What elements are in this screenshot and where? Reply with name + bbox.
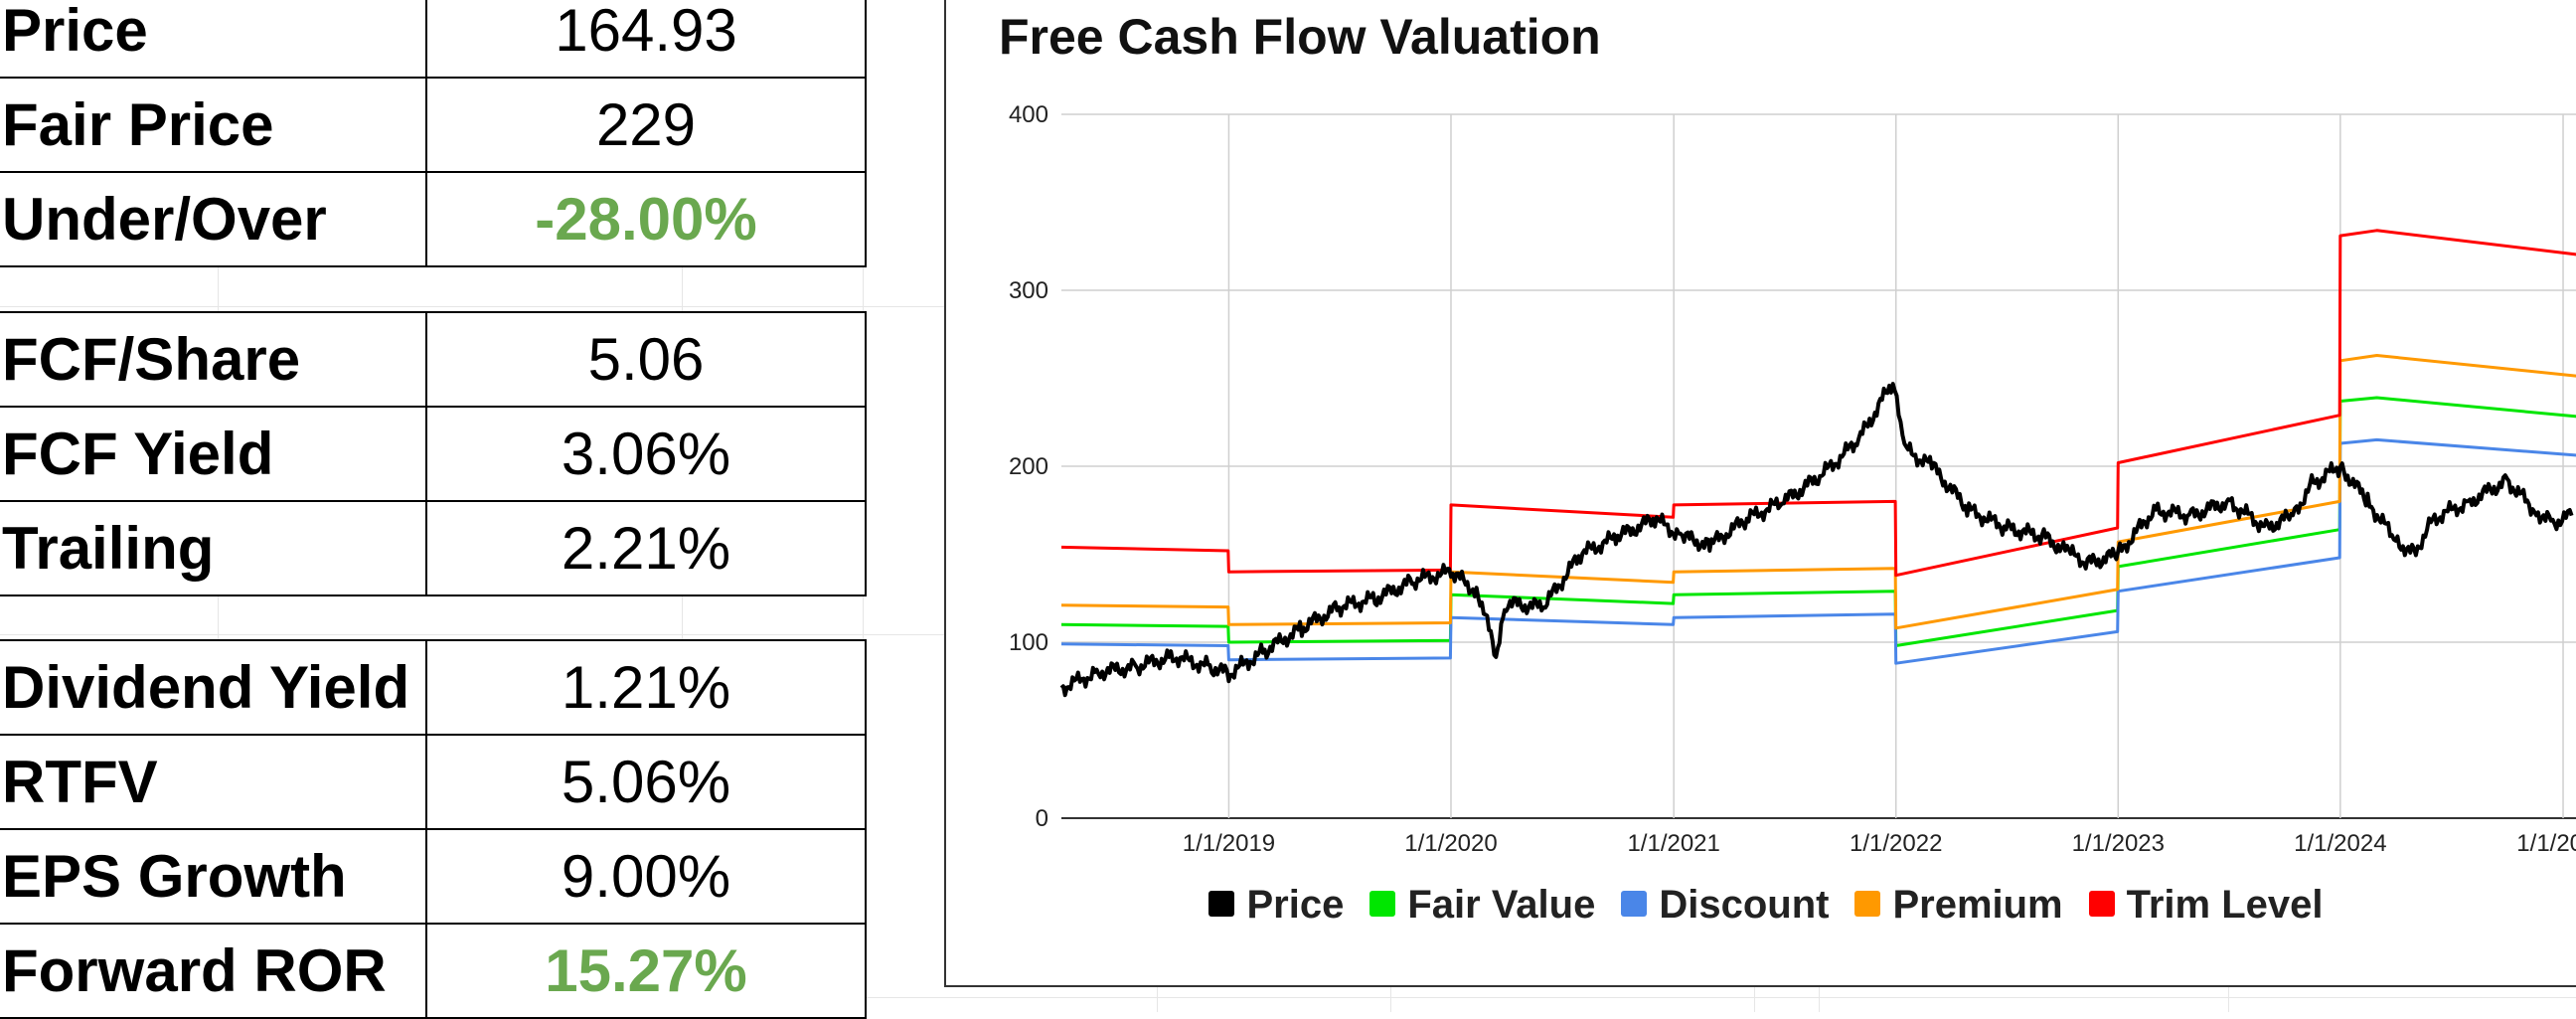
metric-value: 2.21% (425, 500, 867, 596)
metric-row: EPS Growth 9.00% (0, 828, 867, 925)
y-tick-label: 300 (1009, 277, 1048, 304)
y-tick-label: 200 (1009, 453, 1048, 480)
legend-swatch (1208, 891, 1235, 918)
metric-row: Forward ROR 15.27% (0, 923, 867, 1019)
chart-legend: Price Fair Value Discount Premium Trim Level (946, 883, 2576, 928)
chart-panel: Free Cash Flow Valuation 0 100 200 300 400 1/… (944, 0, 2576, 987)
x-tick-label: 1/1/2019 (1183, 830, 1275, 857)
metric-row: Fair Price 229 (0, 77, 867, 173)
x-tick-label: 1/1/2024 (2294, 830, 2386, 857)
legend-label: Trim Level (2126, 883, 2324, 927)
x-tick-label: 1/1/2023 (2072, 830, 2165, 857)
legend-swatch (1854, 891, 1881, 918)
metric-label: Dividend Yield (0, 639, 427, 736)
metric-label: Trailing (0, 500, 427, 596)
metric-row: Price 164.93 (0, 0, 867, 79)
series-line-discount (1060, 437, 2576, 665)
metric-row: RTFV 5.06% (0, 734, 867, 830)
metric-value: 5.06 (425, 311, 867, 408)
metric-label: EPS Growth (0, 828, 427, 925)
metric-label: FCF/Share (0, 311, 427, 408)
legend-label: Discount (1659, 883, 1830, 927)
fcf-table: FCF/Share 5.06 FCF Yield 3.06% Trailing 2.21% (0, 311, 867, 596)
metric-row: Dividend Yield 1.21% (0, 639, 867, 736)
metric-value: 3.06% (425, 406, 867, 502)
y-tick-label: 400 (1009, 101, 1048, 128)
x-tick-label: 1/1/2025 (2516, 830, 2576, 857)
legend-item: Trim Level (2088, 883, 2324, 928)
legend-swatch (1369, 891, 1396, 918)
metric-label: Price (0, 0, 427, 79)
metric-row: FCF Yield 3.06% (0, 406, 867, 502)
x-tick-label: 1/1/2021 (1627, 830, 1719, 857)
legend-item: Premium (1854, 883, 2063, 928)
returns-table: Dividend Yield 1.21% RTFV 5.06% EPS Growth 9.… (0, 639, 867, 1019)
chart-title: Free Cash Flow Valuation (999, 9, 1601, 65)
x-tick-label: 1/1/2022 (1850, 830, 1942, 857)
series-line-trim-level (1060, 229, 2576, 578)
metric-value: 5.06% (425, 734, 867, 830)
metric-value: -28.00% (425, 171, 867, 267)
valuation-table: Price 164.93 Fair Price 229 Under/Over -28.00… (0, 0, 867, 267)
y-tick-label: 0 (1036, 805, 1048, 832)
legend-label: Price (1246, 883, 1345, 927)
legend-swatch (2088, 891, 2115, 918)
metric-label: RTFV (0, 734, 427, 830)
legend-item: Price (1208, 883, 1344, 928)
series-line-fair-value (1060, 396, 2576, 647)
metric-value: 164.93 (425, 0, 867, 79)
metric-value: 9.00% (425, 828, 867, 925)
legend-item: Fair Value (1369, 883, 1595, 928)
metric-label: Forward ROR (0, 923, 427, 1019)
legend-label: Premium (1892, 883, 2063, 927)
legend-label: Fair Value (1407, 883, 1596, 927)
metric-label: Under/Over (0, 171, 427, 267)
metric-row: Trailing 2.21% (0, 500, 867, 596)
metric-value: 1.21% (425, 639, 867, 736)
metric-value: 15.27% (425, 923, 867, 1019)
legend-swatch (1621, 891, 1648, 918)
metric-row: Under/Over -28.00% (0, 171, 867, 267)
chart-plot: 0 100 200 300 400 1/1/2019 1/1/2020 1/1/2021 1/1… (1009, 101, 2576, 857)
x-tick-label: 1/1/2020 (1404, 830, 1497, 857)
metric-label: Fair Price (0, 77, 427, 173)
series-line-premium (1060, 354, 2576, 630)
metric-label: FCF Yield (0, 406, 427, 502)
y-tick-label: 100 (1009, 629, 1048, 656)
legend-item: Discount (1621, 883, 1829, 928)
series-line-price (1059, 382, 2574, 698)
metric-value: 229 (425, 77, 867, 173)
metric-row: FCF/Share 5.06 (0, 311, 867, 408)
